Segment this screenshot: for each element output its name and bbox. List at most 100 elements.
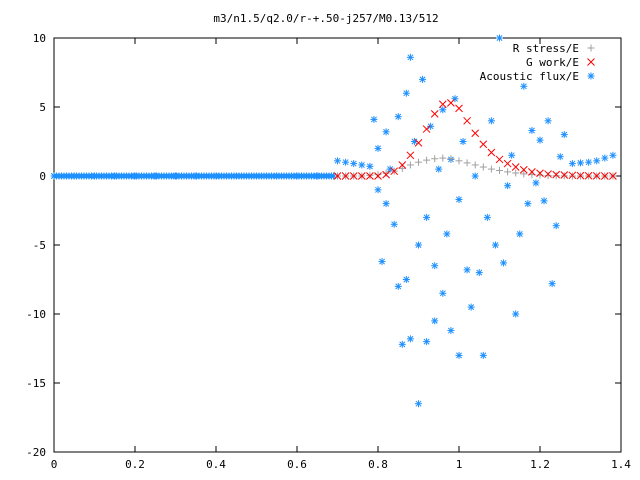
data-point-star <box>479 351 487 359</box>
data-point-x <box>479 140 488 149</box>
data-point-x <box>463 116 471 125</box>
data-point-star <box>402 89 410 97</box>
x-tick-label: 1.4 <box>611 458 631 471</box>
data-point-x <box>390 167 399 176</box>
data-point-star <box>552 222 560 230</box>
data-point-plus <box>487 165 495 173</box>
series-layer <box>50 34 617 408</box>
data-point-star <box>532 179 540 187</box>
data-point-star <box>443 230 451 238</box>
x-tick-label: 0 <box>51 458 58 471</box>
data-point-star <box>350 160 358 168</box>
data-point-star <box>439 106 447 114</box>
data-point-star <box>508 151 516 159</box>
data-point-plus <box>439 154 447 162</box>
data-point-plus <box>423 156 431 164</box>
series-plus <box>334 154 617 180</box>
data-point-star <box>423 338 431 346</box>
data-point-star <box>516 230 524 238</box>
data-point-star <box>378 258 386 266</box>
data-point-x <box>576 171 585 180</box>
data-point-x <box>438 100 447 109</box>
data-point-x <box>366 172 374 180</box>
data-point-x <box>600 172 609 180</box>
data-point-star <box>528 126 536 134</box>
data-point-plus <box>552 172 560 180</box>
data-point-star <box>560 131 568 139</box>
legend-marker-plus <box>587 44 595 52</box>
data-point-star <box>382 200 390 208</box>
data-point-x <box>544 170 552 178</box>
data-point-x <box>422 125 431 133</box>
data-point-x <box>503 159 512 168</box>
data-point-star <box>374 144 382 152</box>
data-point-star <box>419 75 427 83</box>
data-point-star <box>577 159 584 167</box>
data-point-x <box>455 104 463 113</box>
y-tick-label: -10 <box>26 308 46 321</box>
data-point-x <box>528 168 536 176</box>
legend-marker-star <box>587 72 595 80</box>
data-point-x <box>349 172 358 180</box>
acoustic-baseline <box>50 172 335 180</box>
data-point-plus <box>560 172 568 180</box>
data-point-star <box>415 400 422 408</box>
data-point-star <box>463 266 471 274</box>
data-point-star <box>435 165 443 173</box>
data-point-x <box>568 171 577 180</box>
data-point-star <box>487 117 495 125</box>
legend-label: G work/E <box>526 56 579 69</box>
data-point-star <box>406 53 414 61</box>
data-point-x <box>609 172 617 180</box>
data-point-x <box>341 172 350 180</box>
data-point-star <box>374 186 382 194</box>
y-tick-label: 0 <box>39 170 46 183</box>
data-point-x <box>560 171 569 179</box>
data-point-star <box>427 122 435 130</box>
data-point-plus <box>504 168 512 176</box>
data-point-x <box>487 148 496 157</box>
data-point-star <box>609 151 617 159</box>
data-point-star <box>398 340 406 348</box>
data-point-x <box>552 170 561 179</box>
data-point-star <box>585 158 593 166</box>
data-point-star <box>366 162 374 170</box>
baseline-point <box>328 172 335 180</box>
data-point-star <box>568 160 576 168</box>
x-tick-label: 1.2 <box>530 458 550 471</box>
series-x <box>333 99 617 180</box>
data-point-star <box>544 117 552 125</box>
data-point-star <box>394 282 402 290</box>
data-point-star <box>370 115 378 123</box>
data-point-x <box>592 172 601 180</box>
x-tick-label: 0.8 <box>368 458 388 471</box>
data-point-star <box>459 138 467 145</box>
data-point-star <box>504 182 512 190</box>
data-point-star <box>358 161 366 169</box>
data-point-star <box>439 289 447 297</box>
data-point-x <box>398 161 407 169</box>
data-point-x <box>357 172 366 180</box>
data-point-star <box>483 213 491 221</box>
data-point-plus <box>544 172 552 180</box>
chart-title: m3/n1.5/q2.0/r-+.50-j257/M0.13/512 <box>213 12 438 25</box>
data-point-x <box>414 139 423 147</box>
data-point-x <box>584 171 593 180</box>
data-point-star <box>390 220 398 228</box>
data-point-plus <box>431 155 439 163</box>
data-point-star <box>402 276 410 283</box>
data-point-star <box>455 195 463 203</box>
data-point-star <box>536 136 544 144</box>
x-tick-label: 0.6 <box>287 458 307 471</box>
data-point-star <box>520 82 528 90</box>
x-tick-label: 0.2 <box>125 458 145 471</box>
data-point-plus <box>398 164 406 172</box>
data-point-x <box>495 155 504 164</box>
data-point-star <box>496 34 503 42</box>
data-point-plus <box>382 169 390 177</box>
data-point-x <box>374 172 382 180</box>
y-tick-label: -5 <box>33 239 46 252</box>
data-point-x <box>536 169 544 178</box>
